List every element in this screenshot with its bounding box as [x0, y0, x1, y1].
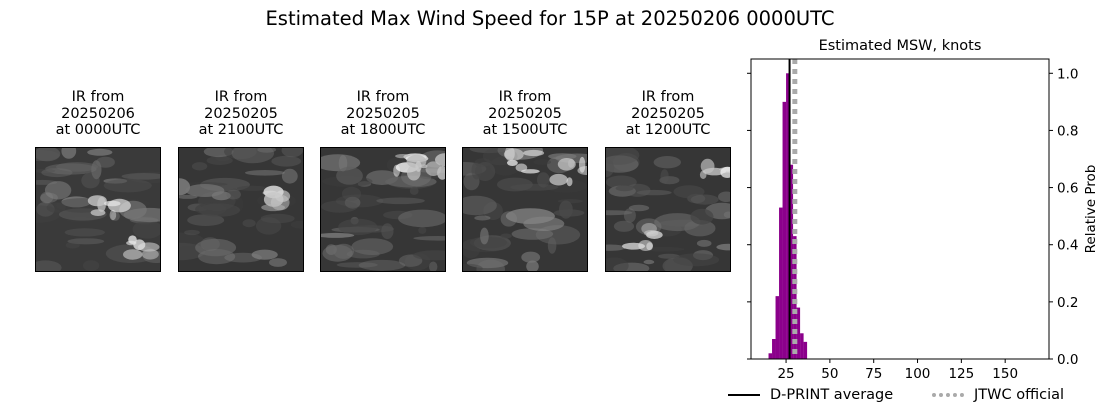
legend-item-dprint: D-PRINT average — [728, 387, 893, 403]
ir-panel-title-line: at 1200UTC — [625, 122, 711, 138]
ir-satellite-image — [320, 147, 446, 272]
histogram-bar — [782, 101, 787, 360]
ir-panel-title-line: IR from — [214, 89, 268, 105]
ir-cloud-texture — [36, 148, 160, 271]
ir-panel: IR from 20250205 at 1500UTC — [462, 89, 588, 272]
plot-frame — [750, 58, 1050, 360]
y-axis-tick-label: 0.8 — [1057, 123, 1078, 139]
ir-panel-title: IR from 20250205 at 1200UTC — [588, 89, 748, 139]
ir-panel-title: IR from 20250206 at 0000UTC — [18, 89, 178, 139]
ir-panel: IR from 20250206 at 0000UTC — [35, 89, 161, 272]
ir-cloud-texture — [463, 148, 587, 271]
histogram-bar — [789, 164, 794, 359]
x-axis-tick-label: 75 — [865, 366, 882, 382]
chart-title: Estimated MSW, knots — [819, 38, 982, 54]
ir-cloud-texture — [321, 148, 445, 271]
y-axis-tick-label: 0.0 — [1057, 352, 1078, 368]
legend-label: D-PRINT average — [770, 387, 894, 403]
x-axis-tick-label: 100 — [905, 366, 931, 382]
histogram-bar — [768, 353, 773, 359]
ir-panel-title-line: 20250205 — [488, 105, 562, 122]
ir-panel-title-line: 20250206 — [61, 105, 135, 122]
histogram-bar — [803, 341, 808, 359]
ir-panel: IR from 20250205 at 1800UTC — [320, 89, 446, 272]
ir-satellite-image — [178, 147, 304, 272]
ir-panel-title: IR from 20250205 at 1500UTC — [445, 89, 605, 139]
ir-panel-title: IR from 20250205 at 2100UTC — [161, 89, 321, 139]
ir-panel-title-line: at 0000UTC — [55, 122, 141, 138]
ir-satellite-image — [605, 147, 731, 272]
histogram-bar — [796, 307, 801, 359]
histogram-bar — [800, 333, 804, 359]
solid-line-icon — [728, 394, 760, 396]
ir-panel-title-line: IR from — [641, 89, 695, 105]
legend-item-jtwc: JTWC official — [932, 387, 1064, 403]
x-axis-tick-label: 125 — [948, 366, 974, 382]
ir-cloud-texture — [606, 148, 730, 271]
x-axis-tick-label: 25 — [777, 366, 794, 382]
ir-panel-title: IR from 20250205 at 1800UTC — [303, 89, 463, 139]
ir-panel-title-line: at 1800UTC — [340, 122, 426, 138]
ir-panel-title-line: 20250205 — [204, 105, 278, 122]
histogram-bar — [793, 236, 797, 359]
y-axis-tick-label: 0.2 — [1057, 295, 1078, 311]
x-axis-tick-label: 50 — [821, 366, 838, 382]
ir-satellite-image — [35, 147, 161, 272]
histogram-bar — [779, 207, 783, 359]
histogram-bar — [786, 73, 790, 359]
histogram-bar — [775, 296, 780, 359]
ir-panel-title-line: IR from — [498, 89, 552, 105]
ir-panel-title-line: 20250205 — [346, 105, 420, 122]
ir-panel-title-line: IR from — [71, 89, 125, 105]
y-axis-tick-label: 0.4 — [1057, 238, 1078, 254]
ir-panel-title-line: at 2100UTC — [198, 122, 284, 138]
ir-panel-title-line: 20250205 — [631, 105, 705, 122]
ir-satellite-image — [462, 147, 588, 272]
ir-panel: IR from 20250205 at 1200UTC — [605, 89, 731, 272]
dotted-line-icon — [932, 393, 964, 397]
y-axis-label: Relative Prob — [1083, 165, 1099, 254]
y-axis-tick-label: 1.0 — [1057, 66, 1078, 82]
ir-panel: IR from 20250205 at 2100UTC — [178, 89, 304, 272]
ir-panel-title-line: IR from — [356, 89, 410, 105]
legend-label: JTWC official — [974, 387, 1065, 403]
figure-title: Estimated Max Wind Speed for 15P at 2025… — [265, 7, 835, 30]
ir-panel-title-line: at 1500UTC — [482, 122, 568, 138]
histogram-bar — [772, 339, 776, 359]
x-axis-tick-label: 150 — [992, 366, 1018, 382]
ir-cloud-texture — [179, 148, 303, 271]
y-axis-tick-label: 0.6 — [1057, 181, 1078, 197]
